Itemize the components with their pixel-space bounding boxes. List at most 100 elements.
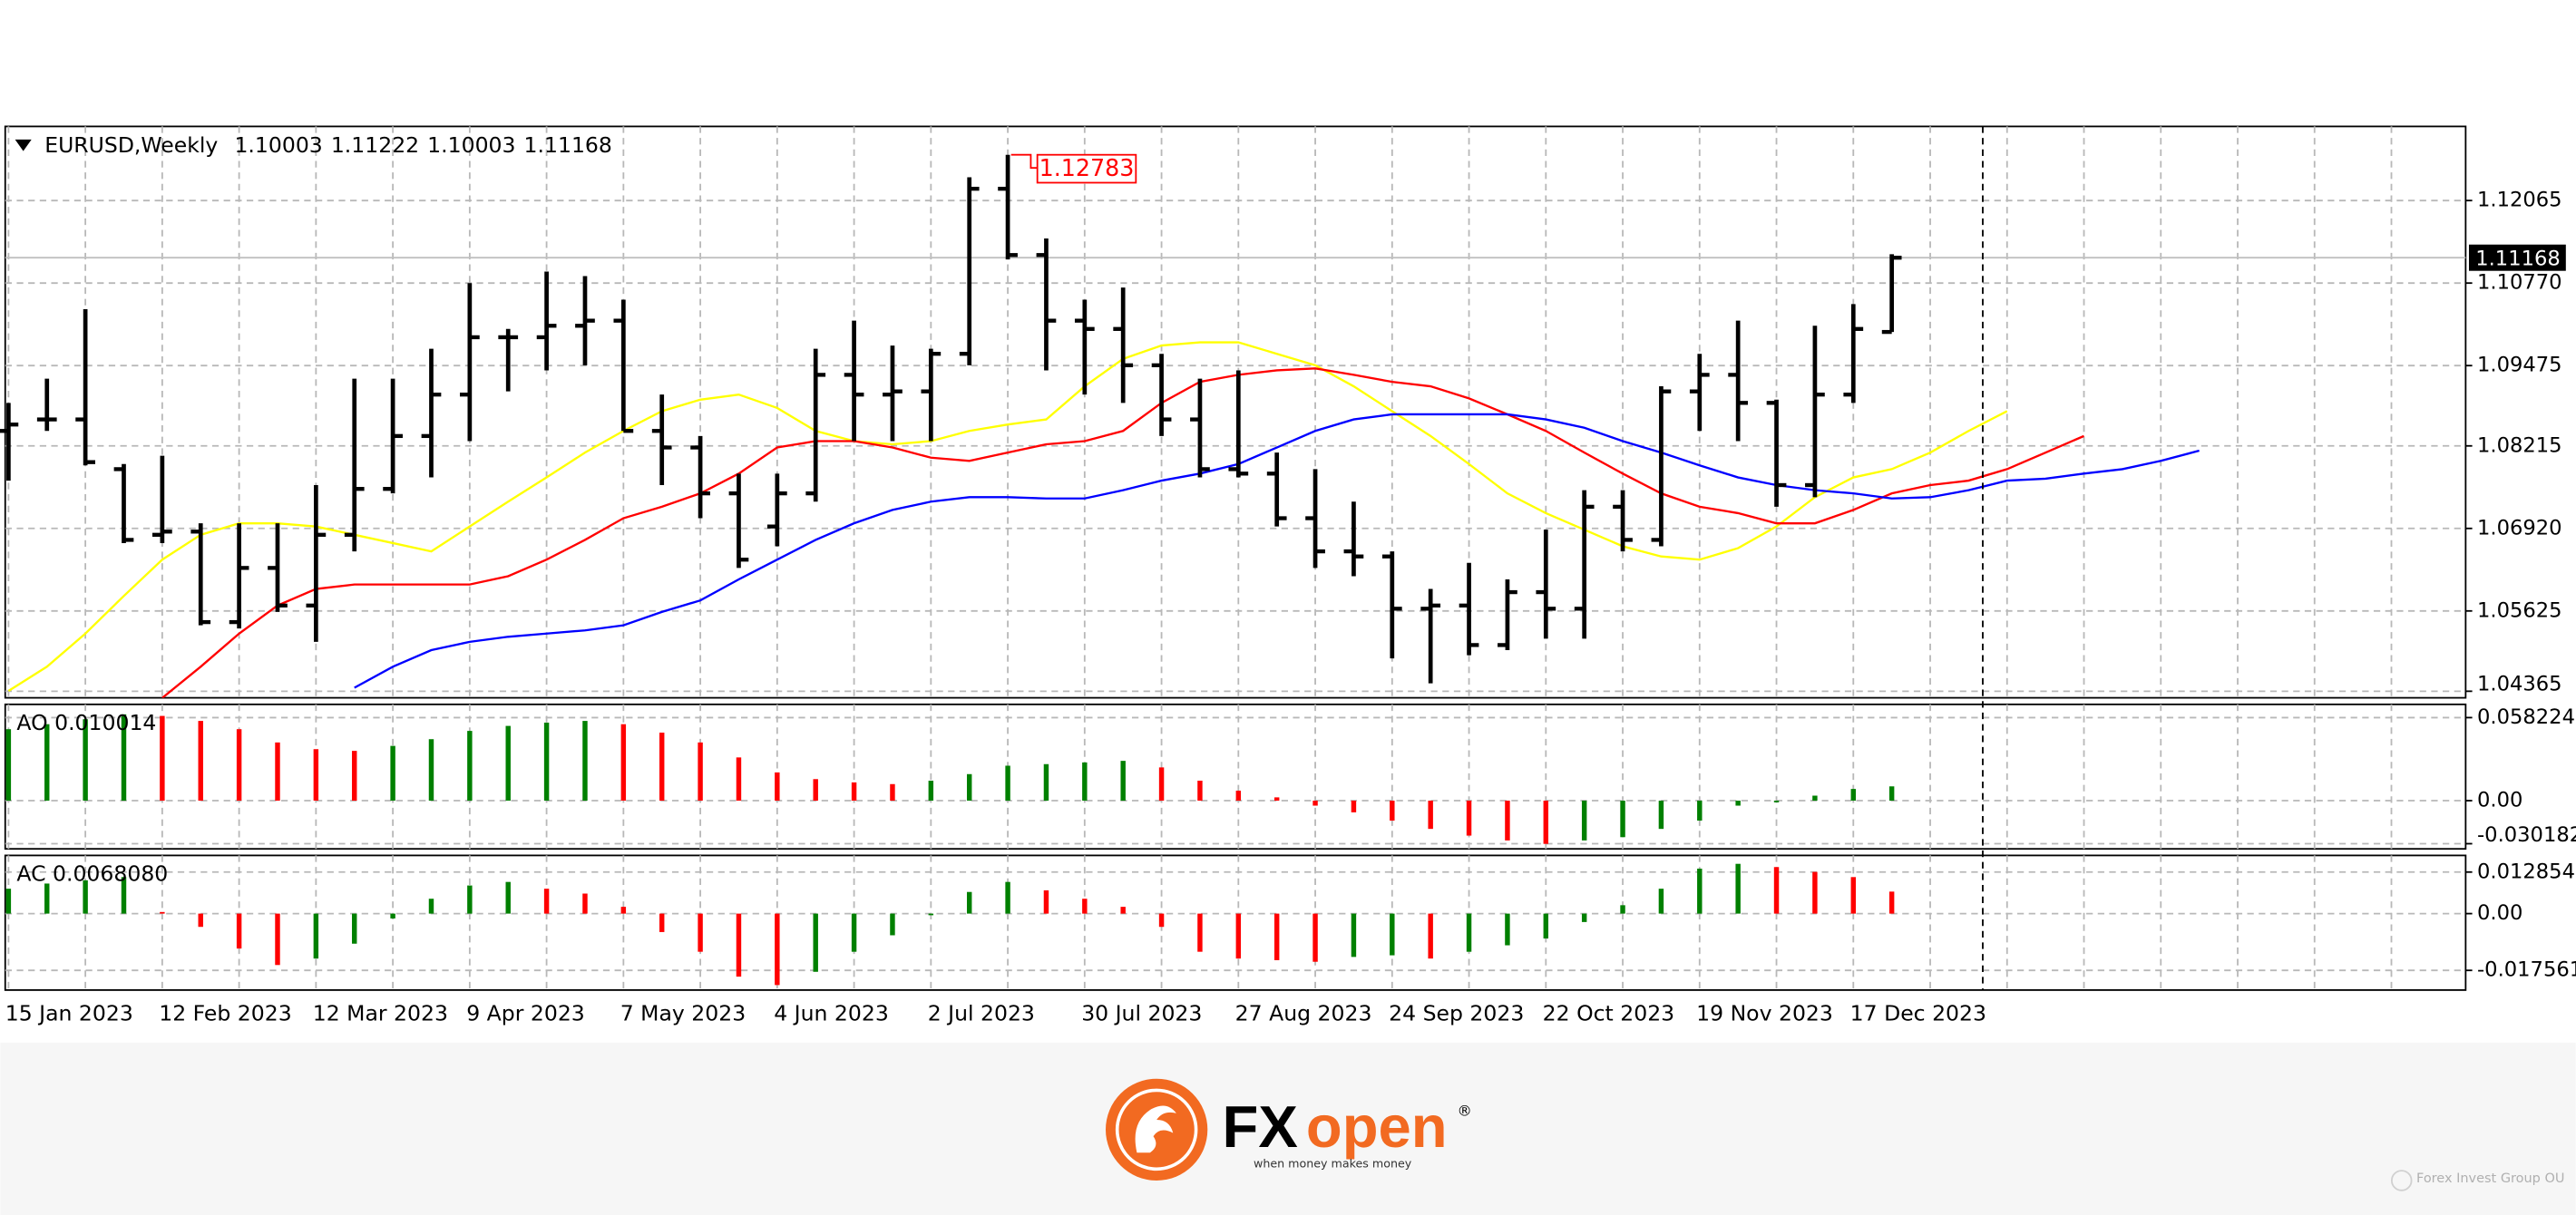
logo: FX open ® when money makes money xyxy=(1106,1078,1472,1181)
histogram-bar xyxy=(352,913,357,944)
histogram-bar xyxy=(467,885,473,914)
histogram-bar xyxy=(1235,791,1242,802)
histogram-bar xyxy=(313,913,319,959)
histogram-bar xyxy=(775,913,780,986)
current-price-box xyxy=(2468,244,2566,271)
histogram-bar xyxy=(1043,763,1049,802)
histogram-bar xyxy=(83,880,88,914)
y-tick-label: 1.05625 xyxy=(2477,598,2562,622)
histogram-bar xyxy=(1158,913,1165,928)
logo-icon-ring xyxy=(1115,1088,1198,1171)
histogram-bar xyxy=(1273,913,1280,960)
histogram-bar xyxy=(1312,801,1318,806)
x-tick-label: 15 Jan 2023 xyxy=(5,1001,133,1026)
histogram-bar xyxy=(736,913,742,977)
histogram-bar xyxy=(1082,762,1088,802)
panel-frame xyxy=(4,125,2467,699)
histogram-bar xyxy=(1428,801,1433,830)
histogram-bar xyxy=(1312,913,1318,962)
histogram-bar xyxy=(83,719,88,802)
histogram-bar xyxy=(1543,913,1549,939)
chart-area: 1.12065 1.10770 1.09475 1.08215 1.06920 1.056… xyxy=(0,125,2576,1026)
histogram-bar xyxy=(1505,801,1510,841)
y-tick-label: 0.00 xyxy=(2477,789,2522,812)
histogram-bar xyxy=(1390,801,1395,821)
x-tick-label: 12 Mar 2023 xyxy=(313,1001,448,1026)
x-tick-label: 27 Aug 2023 xyxy=(1235,1001,1372,1026)
current-price-label: 1.11168 xyxy=(2475,248,2561,271)
watermark-icon xyxy=(2390,1170,2413,1191)
logo-tagline: when money makes money xyxy=(1254,1156,1412,1170)
histogram-bar xyxy=(1235,913,1242,959)
histogram-bar xyxy=(275,742,280,802)
x-tick-label: 9 Apr 2023 xyxy=(466,1001,585,1026)
x-tick-label: 17 Dec 2023 xyxy=(1850,1001,1986,1026)
logo-fx: FX xyxy=(1223,1094,1298,1160)
y-tick-label: 0.0128545 xyxy=(2477,860,2576,883)
histogram-bar xyxy=(1773,801,1780,802)
histogram-bar xyxy=(1735,863,1741,914)
x-tick-label: 24 Sep 2023 xyxy=(1389,1001,1524,1026)
histogram-bar xyxy=(620,724,627,802)
x-tick-label: 19 Nov 2023 xyxy=(1696,1001,1833,1026)
histogram-bar xyxy=(1888,891,1895,914)
histogram-bar xyxy=(5,729,12,802)
histogram-bar xyxy=(1351,801,1357,812)
histogram-bar xyxy=(1850,877,1856,914)
histogram-bar xyxy=(1812,871,1818,914)
header-low: 1.10003 xyxy=(427,132,515,158)
y-tick-label: 0.058224 xyxy=(2477,705,2575,729)
x-tick-label: 2 Jul 2023 xyxy=(928,1001,1035,1026)
header-close: 1.11168 xyxy=(524,132,612,158)
header-title: EURUSD,Weekly xyxy=(44,132,218,158)
histogram-bar xyxy=(236,729,242,802)
x-tick-label: 30 Jul 2023 xyxy=(1081,1001,1202,1026)
histogram-bar xyxy=(505,881,511,914)
histogram-bar xyxy=(505,725,511,802)
histogram-bar xyxy=(1273,797,1280,802)
histogram-bar xyxy=(236,913,242,949)
histogram-bar xyxy=(1697,869,1703,914)
chart-header: EURUSD,Weekly 1.10003 1.11222 1.10003 1.1116… xyxy=(44,132,612,158)
histogram-bar xyxy=(1197,913,1203,952)
indicator-line xyxy=(161,367,2084,698)
histogram-bar xyxy=(44,724,50,802)
histogram-bar xyxy=(813,779,818,802)
panel-frame xyxy=(4,703,2467,850)
histogram-bar xyxy=(1658,801,1664,830)
high-label-box xyxy=(1036,153,1137,184)
histogram-bar xyxy=(1005,765,1010,802)
indicator-line xyxy=(354,413,2200,689)
histogram-bar xyxy=(1428,913,1433,959)
x-tick-label: 7 May 2023 xyxy=(620,1001,746,1026)
histogram-bar xyxy=(198,913,203,928)
histogram-bar xyxy=(1466,801,1472,836)
histogram-bar xyxy=(275,913,280,966)
histogram-bar xyxy=(698,913,703,952)
y-tick-label: 1.04365 xyxy=(2477,673,2562,696)
histogram-bar xyxy=(928,780,934,802)
footer-background xyxy=(0,1042,2576,1215)
histogram-bar xyxy=(1043,889,1049,914)
histogram-bar xyxy=(1082,899,1088,914)
histogram-bar xyxy=(582,721,588,802)
histogram-bar xyxy=(1735,801,1741,806)
histogram-bar xyxy=(698,742,703,802)
histogram-bar xyxy=(890,913,895,936)
histogram-bar xyxy=(736,757,742,802)
histogram-bar xyxy=(1005,881,1010,914)
histogram-bar xyxy=(390,913,395,919)
x-tick-label: 12 Feb 2023 xyxy=(159,1001,291,1026)
indicator-label: AC 0.0068080 xyxy=(16,861,168,887)
y-tick-label: 1.09475 xyxy=(2477,354,2562,377)
x-tick-label: 22 Oct 2023 xyxy=(1543,1001,1674,1026)
histogram-bar xyxy=(851,913,857,952)
histogram-bar xyxy=(44,883,50,914)
histogram-bar xyxy=(1850,789,1856,802)
histogram-bar xyxy=(467,731,473,802)
histogram-bar xyxy=(966,773,972,802)
histogram-bar xyxy=(352,751,357,802)
histogram-bar xyxy=(1120,907,1126,914)
